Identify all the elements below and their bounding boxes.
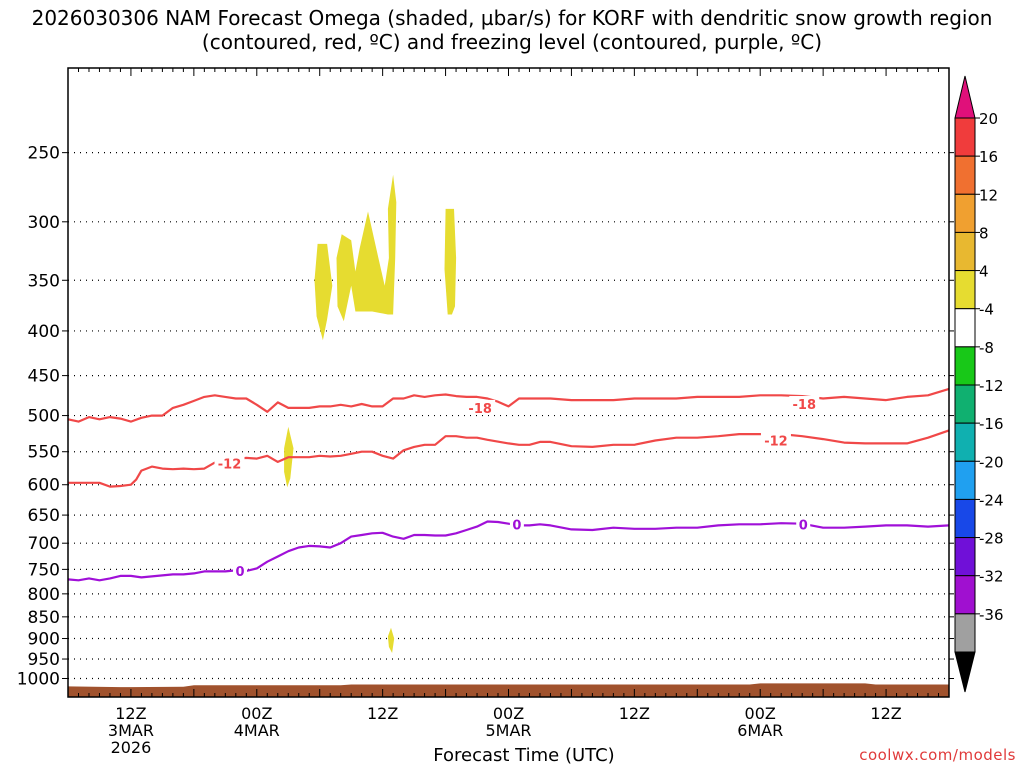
omega-shade — [336, 174, 397, 322]
colorbar-swatch — [954, 346, 976, 386]
colorbar-swatch — [954, 384, 976, 424]
colorbar-label: 20 — [979, 110, 998, 128]
y-tick-label: 900 — [28, 630, 60, 650]
contour-label-bg — [214, 455, 245, 471]
y-tick-label: 950 — [28, 650, 60, 670]
colorbar-bottom-arrow — [954, 651, 976, 693]
omega-shade — [314, 243, 333, 341]
contour-label: 0 — [235, 565, 244, 580]
y-tick-label: 400 — [28, 322, 60, 342]
colorbar-top-arrow — [954, 75, 976, 119]
contour-label: -12 — [764, 435, 788, 450]
x-tick-label: 12Z — [870, 704, 901, 723]
x-tick-label: 12Z — [367, 704, 398, 723]
x-tick-label: 12Z — [619, 704, 650, 723]
omega-shade — [444, 208, 457, 315]
x-axis-label: Forecast Time (UTC) — [433, 745, 615, 766]
x-tick-label: 6MAR — [737, 721, 783, 740]
colorbar-swatch — [954, 422, 976, 462]
colorbar-swatch — [954, 537, 976, 577]
colorbar-swatch — [954, 460, 976, 500]
colorbar-swatch — [954, 498, 976, 539]
colorbar-swatch — [954, 308, 976, 348]
colorbar-swatch — [954, 231, 976, 272]
x-tick-label: 12Z — [115, 704, 146, 723]
x-tick-label: 00Z — [745, 704, 776, 723]
colorbar-swatch — [954, 117, 976, 157]
contour-label: -18 — [793, 398, 817, 413]
contour-label-bg — [789, 396, 820, 412]
colorbar-label: -4 — [979, 301, 994, 319]
y-tick-label: 350 — [28, 271, 60, 291]
x-tick-label: 3MAR — [108, 721, 154, 740]
x-tick-label: 5MAR — [485, 721, 531, 740]
colorbar-label: 16 — [979, 148, 998, 166]
contour-label: 0 — [512, 518, 521, 533]
colorbar-label: -36 — [979, 606, 1004, 624]
x-tick-label: 00Z — [493, 704, 524, 723]
y-tick-label: 700 — [28, 534, 60, 554]
colorbar-label: -20 — [979, 453, 1004, 471]
isotherm-line — [68, 429, 950, 488]
colorbar-label: -12 — [979, 377, 1004, 395]
colorbar-label: 8 — [979, 224, 989, 242]
colorbar-label: 12 — [979, 186, 998, 204]
y-tick-label: 800 — [28, 585, 60, 605]
contour-label: -18 — [468, 402, 492, 417]
colorbar-swatch — [954, 155, 976, 195]
colorbar-label: -28 — [979, 530, 1004, 548]
y-tick-label: 450 — [28, 367, 60, 387]
contour-label-bg — [465, 399, 496, 415]
isotherm-line — [67, 387, 950, 423]
colorbar-label: -16 — [979, 415, 1004, 433]
y-tick-label: 1000 — [17, 669, 60, 689]
y-tick-label: 300 — [28, 213, 60, 233]
colorbar-swatch — [954, 270, 976, 310]
y-tick-label: 750 — [28, 560, 60, 580]
y-tick-label: 600 — [28, 476, 60, 496]
colorbar-swatch — [954, 613, 976, 653]
contour-label-bg — [760, 432, 791, 448]
x-tick-label: 2026 — [111, 738, 152, 757]
x-tick-label: 4MAR — [234, 721, 280, 740]
contour-label: -12 — [218, 457, 242, 472]
colorbar-label: -32 — [979, 568, 1004, 586]
contour-label: 0 — [799, 518, 808, 533]
y-tick-label: 550 — [28, 443, 60, 463]
plot-area — [68, 68, 949, 697]
colorbar-label: 4 — [979, 263, 989, 281]
contour-label-bg — [233, 562, 248, 578]
colorbar-label: -24 — [979, 491, 1004, 509]
credit-link[interactable]: coolwx.com/models — [859, 746, 1016, 764]
omega-shade — [387, 627, 395, 653]
colorbar-swatch — [954, 193, 976, 233]
contour-label-bg — [796, 516, 811, 532]
y-tick-label: 850 — [28, 608, 60, 628]
isotherm-line — [67, 520, 950, 582]
y-tick-label: 650 — [28, 506, 60, 526]
y-tick-label: 250 — [28, 144, 60, 164]
contour-label-bg — [509, 516, 524, 532]
x-tick-label: 00Z — [241, 704, 272, 723]
colorbar-label: -8 — [979, 339, 994, 357]
y-tick-label: 500 — [28, 407, 60, 427]
colorbar-swatch — [954, 575, 976, 615]
chart-title: 2026030306 NAM Forecast Omega (shaded, µ… — [31, 6, 993, 54]
